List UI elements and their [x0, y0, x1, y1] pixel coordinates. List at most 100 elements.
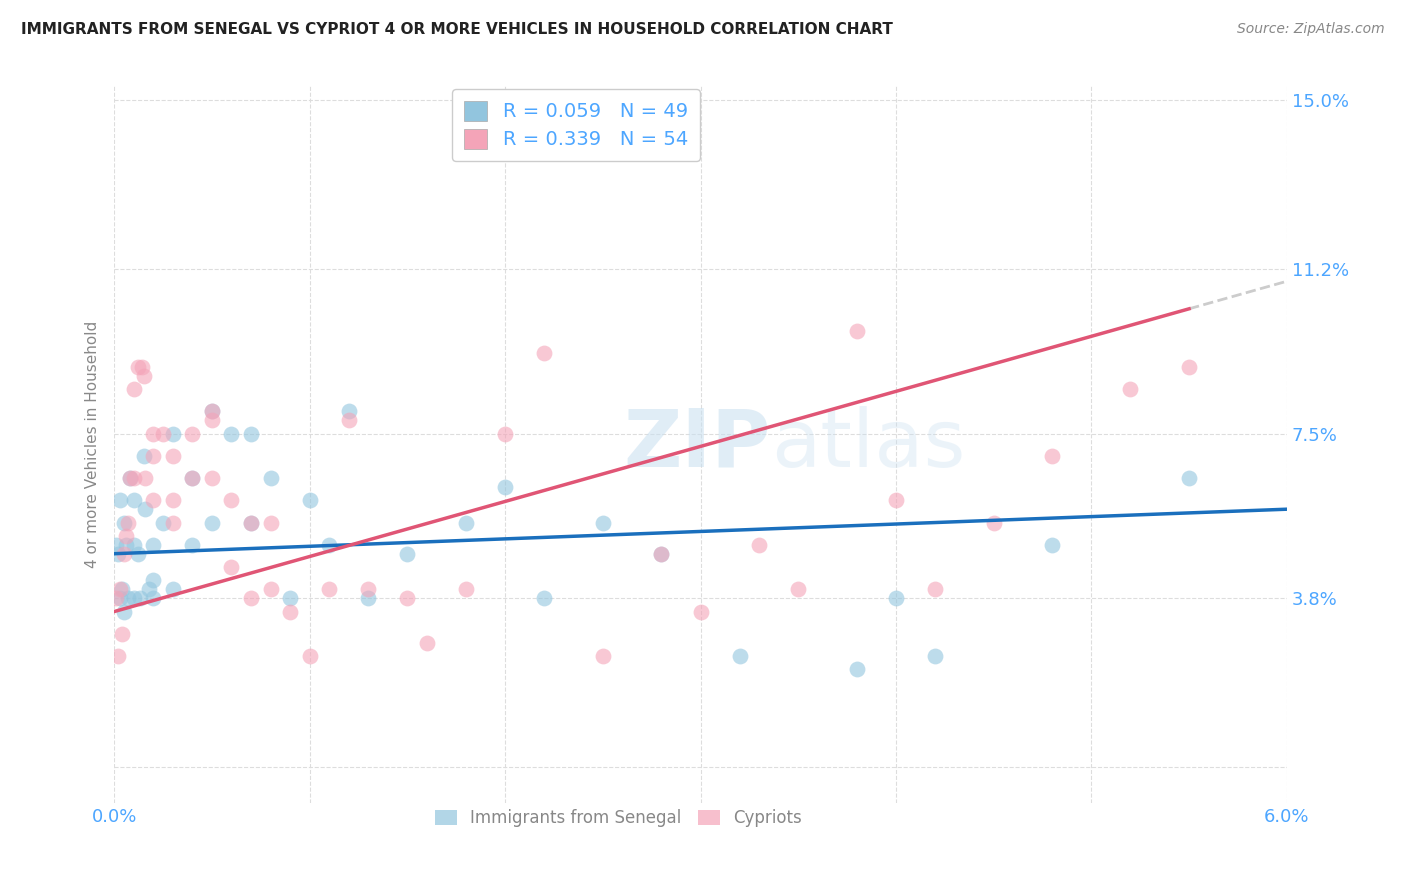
- Point: [728, 649, 751, 664]
- Point: [416, 636, 439, 650]
- Point: [115, 538, 138, 552]
- Point: [240, 516, 263, 530]
- Point: [1178, 359, 1201, 374]
- Point: [181, 471, 204, 485]
- Point: [454, 516, 477, 530]
- Point: [122, 471, 145, 485]
- Point: [181, 538, 204, 552]
- Point: [259, 471, 281, 485]
- Point: [650, 547, 672, 561]
- Point: [122, 382, 145, 396]
- Point: [142, 449, 165, 463]
- Point: [201, 471, 224, 485]
- Point: [689, 605, 711, 619]
- Point: [357, 591, 380, 606]
- Point: [134, 502, 156, 516]
- Point: [454, 582, 477, 597]
- Point: [162, 582, 184, 597]
- Point: [181, 471, 204, 485]
- Point: [240, 516, 263, 530]
- Point: [118, 471, 141, 485]
- Text: ZIP: ZIP: [624, 406, 770, 483]
- Point: [592, 516, 614, 530]
- Point: [162, 493, 184, 508]
- Text: IMMIGRANTS FROM SENEGAL VS CYPRIOT 4 OR MORE VEHICLES IN HOUSEHOLD CORRELATION C: IMMIGRANTS FROM SENEGAL VS CYPRIOT 4 OR …: [21, 22, 893, 37]
- Point: [298, 493, 321, 508]
- Point: [127, 359, 149, 374]
- Point: [337, 413, 360, 427]
- Point: [152, 426, 174, 441]
- Point: [884, 591, 907, 606]
- Point: [533, 591, 555, 606]
- Point: [118, 471, 141, 485]
- Point: [494, 480, 516, 494]
- Point: [127, 547, 149, 561]
- Point: [112, 547, 135, 561]
- Point: [122, 493, 145, 508]
- Point: [108, 493, 131, 508]
- Point: [396, 547, 419, 561]
- Point: [298, 649, 321, 664]
- Point: [221, 560, 243, 574]
- Point: [592, 649, 614, 664]
- Point: [240, 591, 263, 606]
- Point: [845, 324, 868, 338]
- Point: [132, 449, 155, 463]
- Point: [1119, 382, 1142, 396]
- Point: [138, 582, 160, 597]
- Point: [884, 493, 907, 508]
- Point: [318, 538, 340, 552]
- Point: [122, 538, 145, 552]
- Point: [134, 471, 156, 485]
- Point: [1178, 471, 1201, 485]
- Point: [105, 538, 128, 552]
- Point: [142, 574, 165, 588]
- Point: [142, 493, 165, 508]
- Point: [1040, 449, 1063, 463]
- Point: [132, 368, 155, 383]
- Point: [162, 449, 184, 463]
- Point: [337, 404, 360, 418]
- Point: [112, 605, 135, 619]
- Point: [152, 516, 174, 530]
- Point: [494, 426, 516, 441]
- Y-axis label: 4 or more Vehicles in Household: 4 or more Vehicles in Household: [86, 321, 100, 568]
- Point: [278, 591, 301, 606]
- Point: [111, 627, 134, 641]
- Point: [924, 649, 946, 664]
- Point: [201, 404, 224, 418]
- Point: [259, 582, 281, 597]
- Point: [221, 493, 243, 508]
- Point: [533, 346, 555, 360]
- Point: [142, 591, 165, 606]
- Legend: Immigrants from Senegal, Cypriots: Immigrants from Senegal, Cypriots: [429, 803, 808, 834]
- Point: [983, 516, 1005, 530]
- Point: [357, 582, 380, 597]
- Point: [162, 516, 184, 530]
- Point: [111, 582, 134, 597]
- Text: atlas: atlas: [770, 406, 966, 483]
- Point: [112, 516, 135, 530]
- Point: [259, 516, 281, 530]
- Point: [142, 426, 165, 441]
- Point: [117, 516, 139, 530]
- Point: [221, 426, 243, 441]
- Point: [162, 426, 184, 441]
- Point: [107, 547, 129, 561]
- Point: [845, 662, 868, 676]
- Point: [108, 591, 131, 606]
- Point: [201, 404, 224, 418]
- Point: [924, 582, 946, 597]
- Point: [201, 516, 224, 530]
- Point: [117, 591, 139, 606]
- Point: [107, 649, 129, 664]
- Point: [108, 582, 131, 597]
- Point: [318, 582, 340, 597]
- Point: [131, 359, 153, 374]
- Point: [128, 591, 150, 606]
- Point: [115, 529, 138, 543]
- Point: [650, 547, 672, 561]
- Text: Source: ZipAtlas.com: Source: ZipAtlas.com: [1237, 22, 1385, 37]
- Point: [278, 605, 301, 619]
- Point: [105, 591, 128, 606]
